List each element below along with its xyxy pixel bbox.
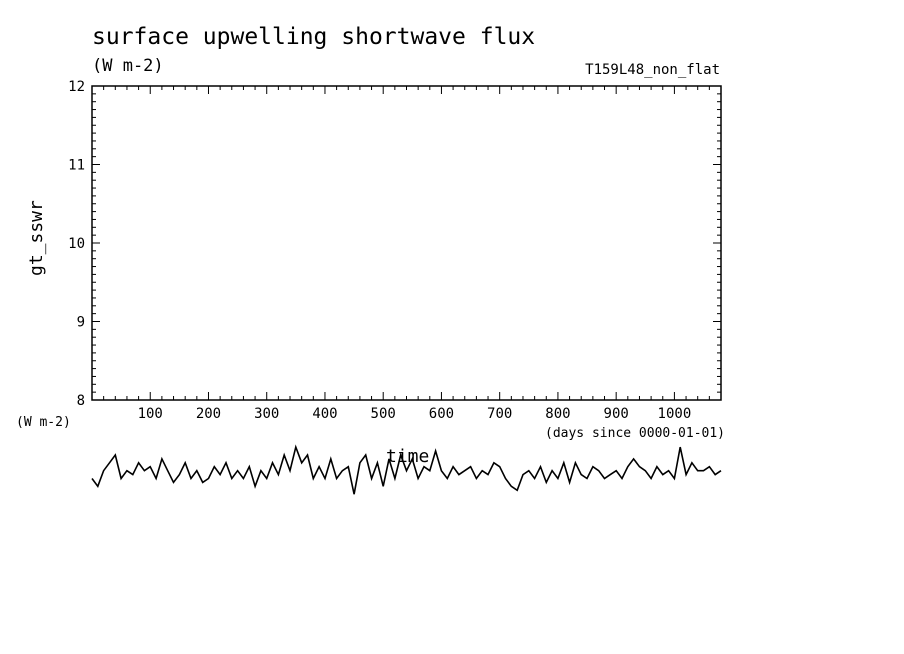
x-units-label: (days since 0000-01-01) <box>545 426 726 441</box>
y-units-label: (W m-2) <box>16 415 71 430</box>
y-tick-label: 11 <box>68 158 85 174</box>
run-label: T159L48_non_flat <box>585 62 720 78</box>
series-line <box>91 444 722 495</box>
x-tick-label: 400 <box>312 406 337 422</box>
axis-ticks <box>92 86 721 400</box>
x-tick-label: 600 <box>429 406 454 422</box>
x-tick-label: 200 <box>196 406 221 422</box>
y-tick-labels: 8 9 10 11 12 <box>68 79 85 409</box>
series-group <box>91 444 722 495</box>
plot-frame <box>91 85 722 401</box>
y-tick-label: 10 <box>68 236 85 252</box>
x-tick-label: 800 <box>545 406 570 422</box>
chart-units: (W m-2) <box>92 56 164 76</box>
x-tick-label: 900 <box>604 406 629 422</box>
y-tick-label: 9 <box>77 315 85 331</box>
x-tick-label: 100 <box>138 406 163 422</box>
x-tick-label: 700 <box>487 406 512 422</box>
x-tick-label: 1000 <box>658 406 692 422</box>
x-tick-labels: 100 200 300 400 500 600 700 800 900 1000 <box>138 406 692 422</box>
x-tick-label: 500 <box>371 406 396 422</box>
x-tick-label: 300 <box>254 406 279 422</box>
y-tick-label: 12 <box>68 79 85 95</box>
y-tick-label: 8 <box>77 393 85 409</box>
x-axis-label: time <box>386 446 430 467</box>
chart-title: surface upwelling shortwave flux <box>92 24 536 50</box>
